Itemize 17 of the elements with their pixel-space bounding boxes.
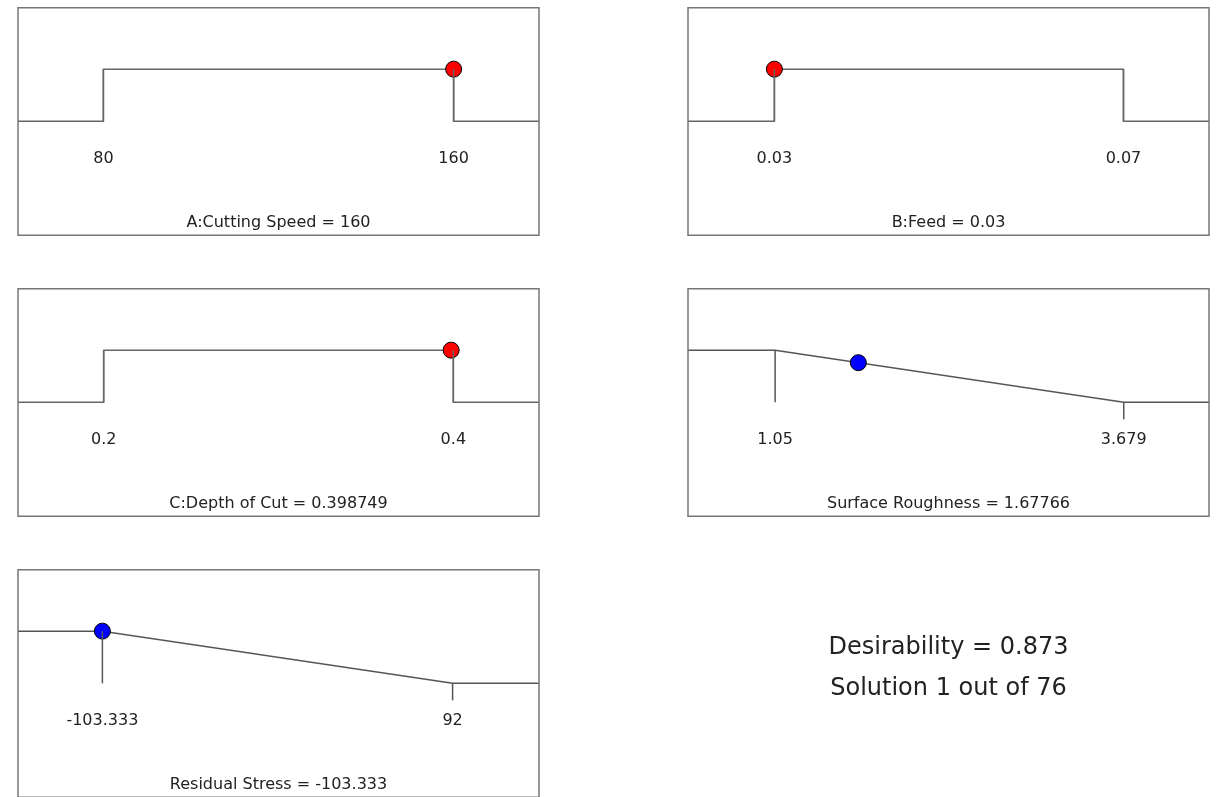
x-tick-label: 0.2 — [90, 428, 117, 448]
x-tick-label: 0.4 — [440, 428, 467, 448]
x-tick-label: 160 — [438, 147, 469, 167]
x-axis-title: Surface Roughness = 1.67766 — [826, 492, 1071, 512]
x-axis-title: B:Feed = 0.03 — [891, 211, 1006, 231]
x-tick-label: 3.679 — [1100, 428, 1147, 448]
x-axis-title: C:Depth of Cut = 0.398749 — [169, 492, 388, 512]
x-tick-label: -103.333 — [66, 709, 139, 729]
x-tick-label: 0.03 — [756, 147, 793, 167]
x-axis-title: Residual Stress = -103.333 — [169, 773, 388, 793]
text: Desirability = 0.873 — [828, 630, 1069, 662]
x-tick-label: 80 — [93, 147, 114, 167]
x-tick-label: 0.07 — [1105, 147, 1142, 167]
text: Solution 1 out of 76 — [830, 671, 1067, 703]
x-tick-label: 92 — [442, 709, 463, 729]
x-tick-label: 1.05 — [757, 428, 793, 448]
x-axis-title: A:Cutting Speed = 160 — [186, 211, 371, 231]
